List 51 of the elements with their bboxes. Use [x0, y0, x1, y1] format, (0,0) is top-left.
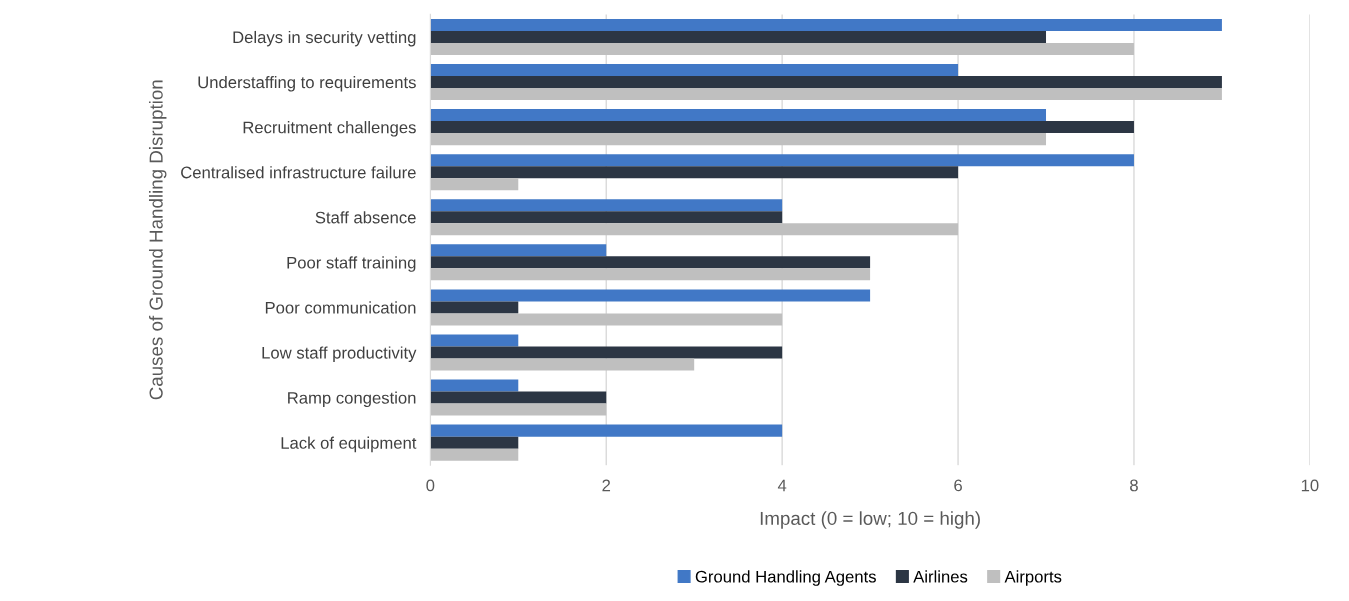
x-axis-title: Impact (0 = low; 10 = high) — [760, 511, 980, 529]
bar — [430, 18, 1222, 31]
bar — [430, 289, 871, 302]
bar — [430, 42, 1134, 55]
x-tick-label: 0 — [426, 479, 435, 492]
x-tick-label: 4 — [777, 479, 787, 492]
x-tick-label: 8 — [1130, 479, 1138, 492]
y-tick-label: Poor communication — [265, 301, 416, 314]
bar — [430, 301, 519, 314]
bar — [430, 346, 783, 359]
bar — [430, 334, 519, 347]
bar — [430, 64, 959, 77]
bar — [430, 166, 959, 179]
y-tick-label: Ramp congestion — [288, 391, 416, 408]
bar — [430, 121, 1134, 134]
bar — [430, 358, 695, 371]
bar — [430, 436, 519, 449]
bar — [430, 133, 1047, 146]
y-tick-label: Understaffing to requirements — [198, 76, 416, 92]
y-tick-label: Poor staff training — [287, 256, 416, 272]
bar — [430, 76, 1222, 89]
bar — [430, 403, 607, 416]
bar — [430, 448, 519, 461]
bar — [430, 223, 959, 236]
y-tick-label: Recruitment challenges — [243, 121, 416, 137]
bar — [430, 244, 607, 257]
y-tick-label: Lack of equipment — [281, 436, 417, 453]
bar — [430, 313, 783, 326]
bar — [430, 211, 783, 224]
bar — [430, 268, 871, 281]
bar — [430, 30, 1047, 43]
legend-label: Airlines — [913, 570, 968, 583]
bar — [430, 109, 1047, 122]
legend-label: Ground Handling Agents — [695, 570, 876, 586]
bar — [430, 256, 871, 269]
x-tick-label: 2 — [602, 479, 611, 492]
y-axis-title: Causes of Ground Handling Disruption — [148, 80, 167, 400]
bar — [430, 379, 519, 392]
y-tick-label: Centralised infrastructure failure — [181, 166, 416, 179]
bar — [430, 154, 1134, 167]
y-tick-label: Staff absence — [315, 211, 416, 224]
bar — [430, 424, 783, 437]
y-tick-label: Delays in security vetting — [233, 30, 416, 47]
x-tick-label: 6 — [954, 479, 962, 492]
legend-label: Airports — [1004, 570, 1062, 586]
bar — [430, 199, 783, 212]
bar — [430, 88, 1222, 101]
y-tick-label: Low staff productivity — [262, 346, 417, 362]
bar — [430, 178, 519, 191]
bar — [430, 391, 607, 404]
x-tick-label: 10 — [1301, 479, 1319, 492]
